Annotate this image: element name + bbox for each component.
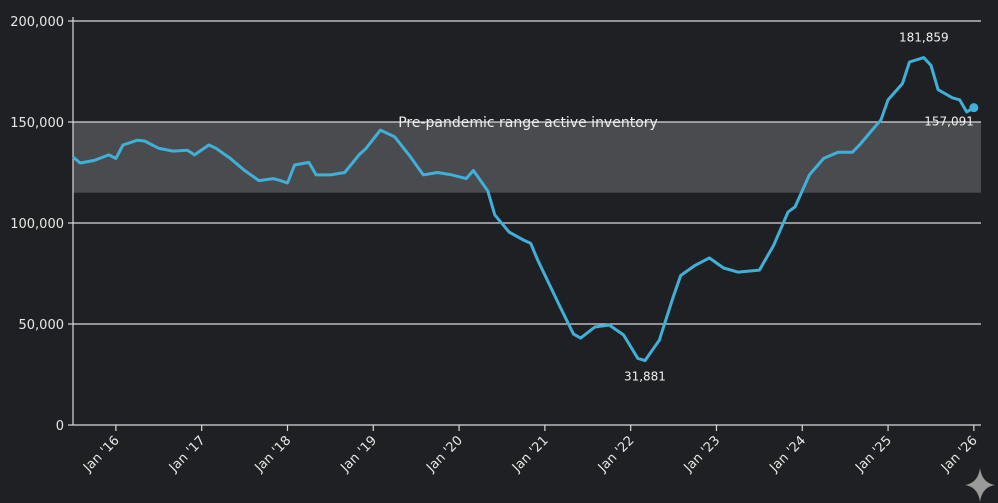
annotation-trough: 31,881 [624,370,666,384]
y-tick-label: 200,000 [10,15,64,30]
pre-pandemic-band [73,122,981,193]
y-tick-label: 150,000 [10,116,64,131]
band-label: Pre-pandemic range active inventory [398,115,658,131]
annotation-peak: 181,859 [899,31,949,45]
annotation-latest: 157,091 [924,115,974,129]
y-tick-label: 0 [56,419,64,434]
y-tick-label: 100,000 [10,217,64,232]
y-tick-label: 50,000 [19,318,65,333]
latest-point-marker [969,103,979,113]
sparkle-icon [965,468,995,502]
